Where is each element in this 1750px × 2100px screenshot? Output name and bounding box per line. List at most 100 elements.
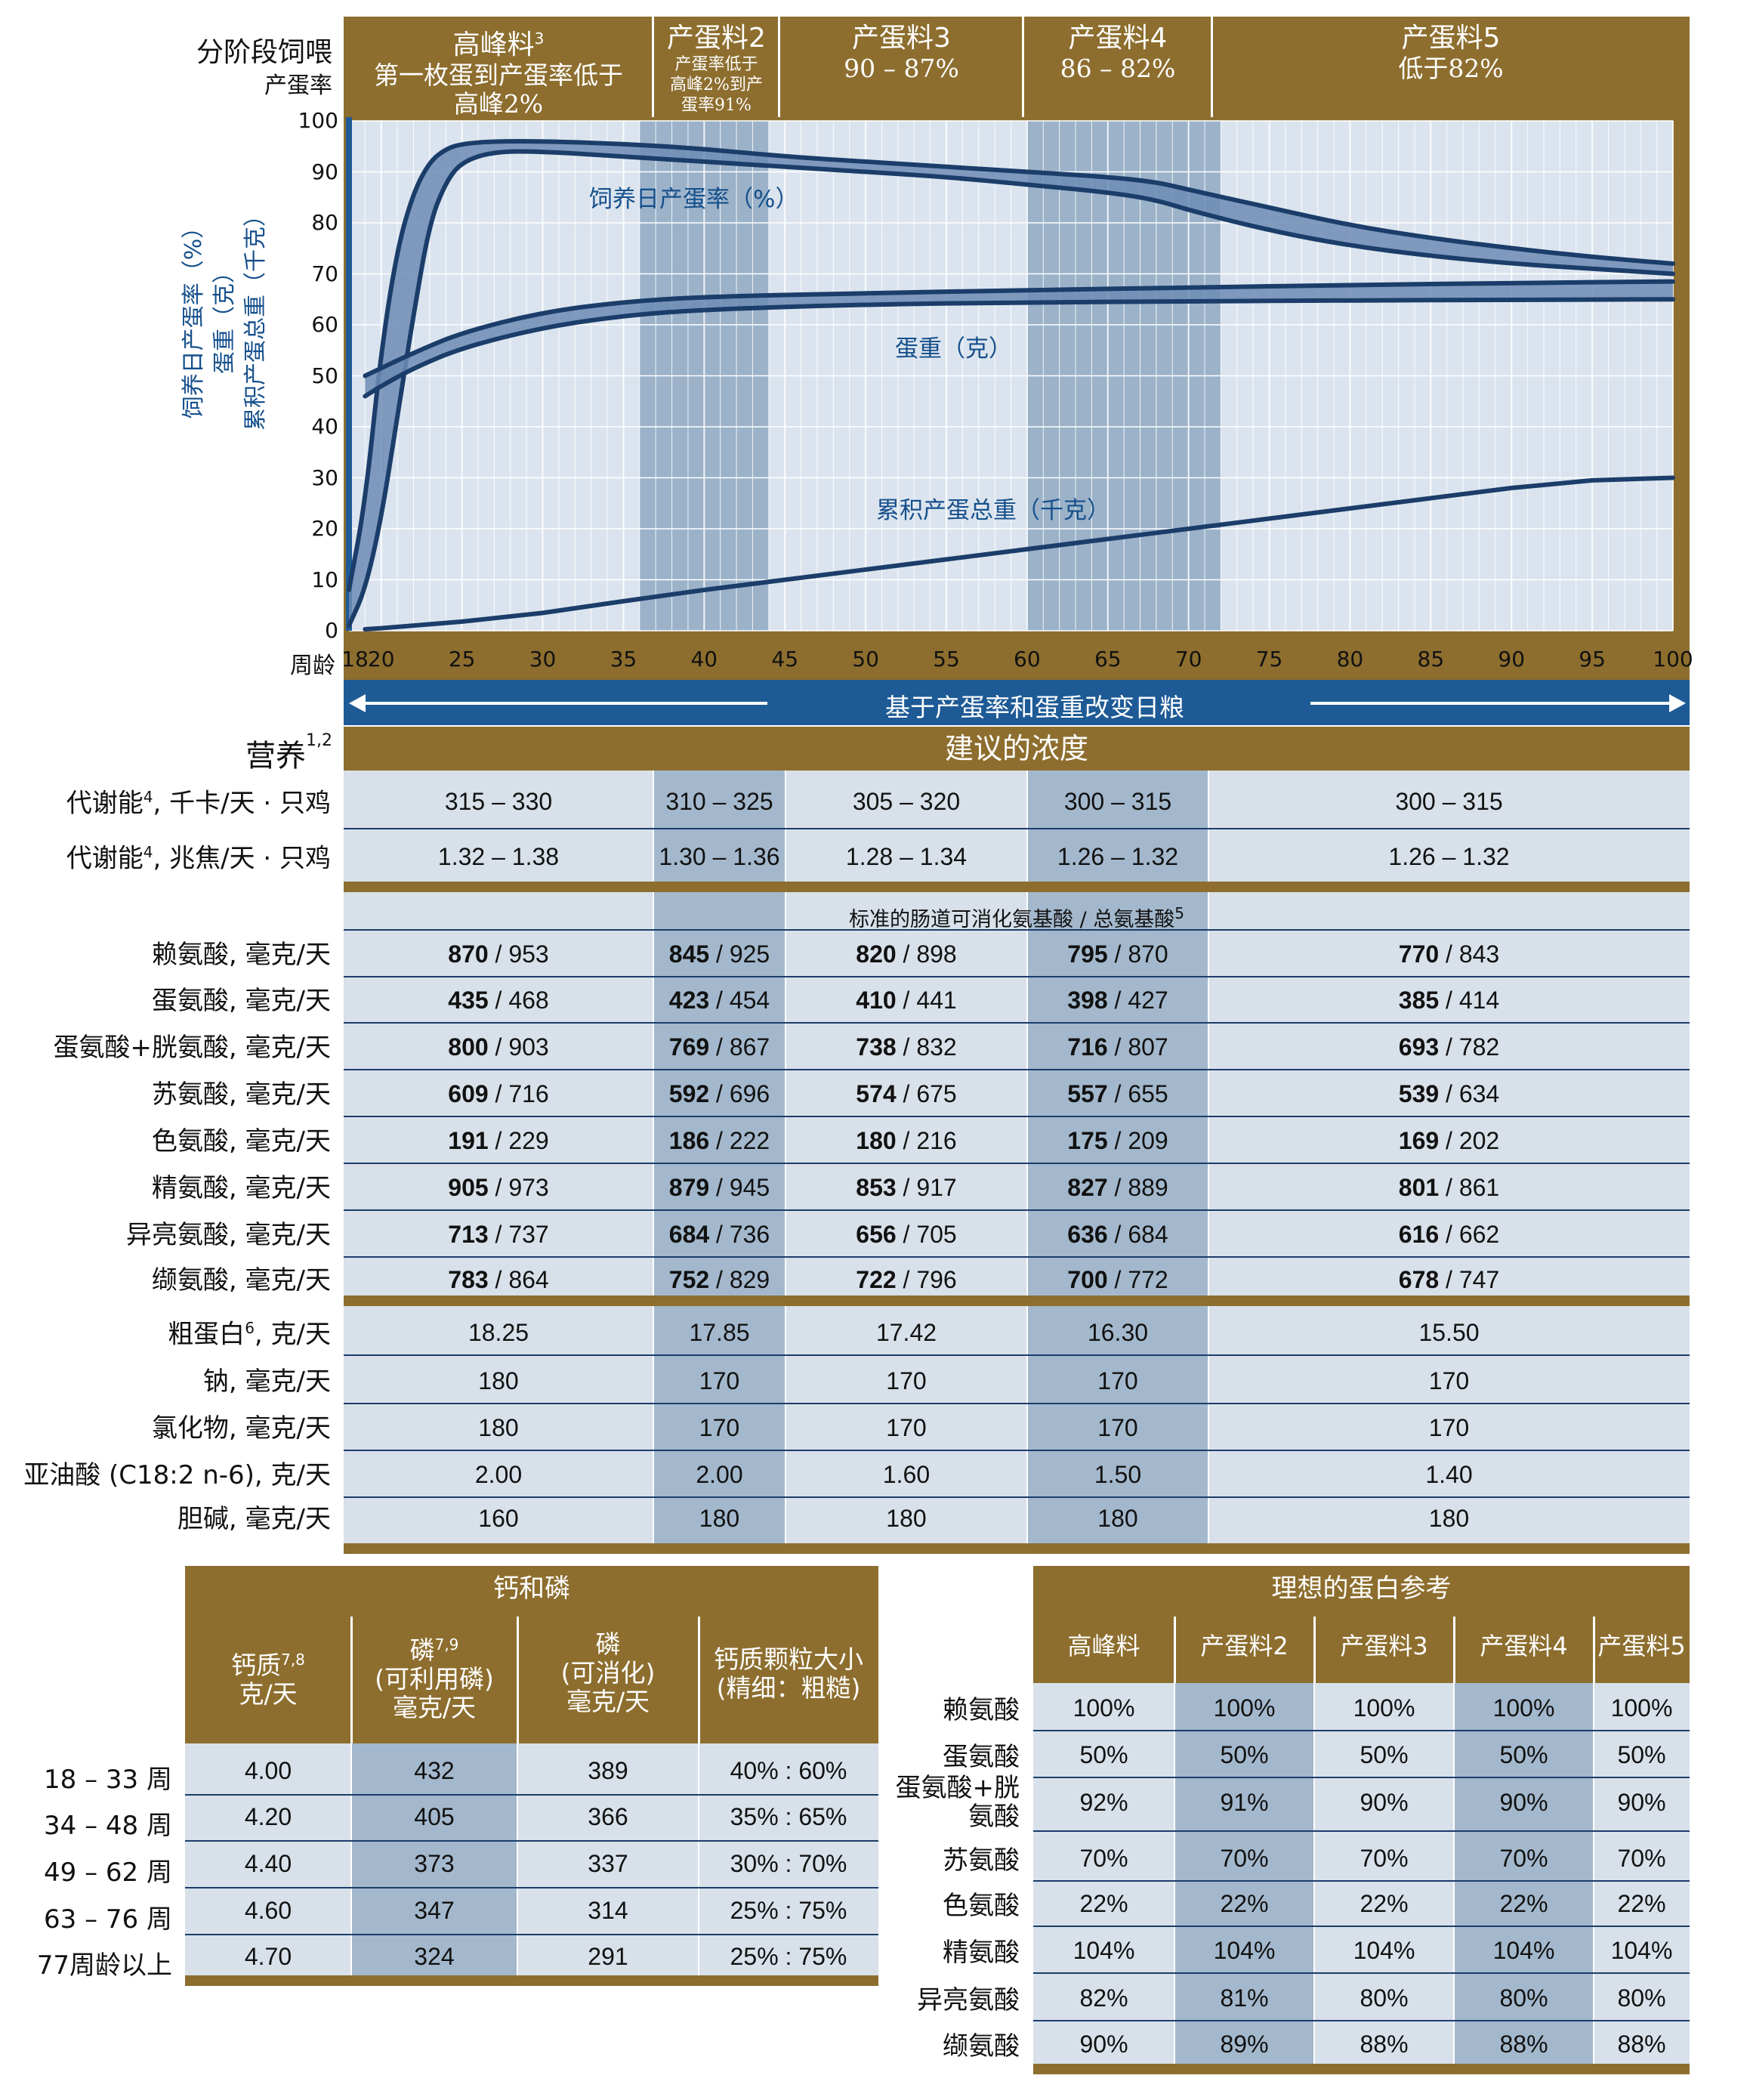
ideal-value: 88% (1617, 2031, 1666, 2058)
amino-header-sup: 5 (1174, 904, 1184, 922)
nutrition-value: 1.26 – 1.32 (1388, 843, 1510, 870)
stage-subtitle: 90 – 87% (844, 54, 959, 83)
label-text: 钠, 毫克/天 (202, 1367, 331, 1397)
nutrition-value: 716 / 807 (1027, 1035, 1208, 1059)
row-line (1033, 1830, 1690, 1832)
nutrition-col-sep (785, 771, 786, 1549)
digestible-value: 801 (1398, 1174, 1440, 1201)
nutrition-value: 1.26 – 1.32 (1057, 843, 1179, 870)
ideal-col-header: 产蛋料2 (1200, 1632, 1289, 1660)
value-sep: / (1439, 1080, 1459, 1107)
digestible-value: 879 (668, 1174, 710, 1201)
value-sep: / (1107, 1033, 1128, 1061)
ideal-value: 90% (1617, 1789, 1666, 1816)
nutrition-value: 1.60 (882, 1461, 931, 1488)
total-value: 441 (916, 987, 957, 1014)
ideal-protein-title: 理想的蛋白参考 (1033, 1566, 1690, 1611)
total-value: 747 (1458, 1266, 1500, 1293)
nutrition-value: 300 – 315 (1395, 788, 1503, 815)
amino-row-label: 苏氨酸, 毫克/天 (151, 1079, 331, 1110)
stage-divider (778, 17, 780, 122)
nutrition-value: 160 (478, 1505, 519, 1532)
nutrition-value: 2.00 (474, 1461, 523, 1488)
total-value: 454 (729, 987, 770, 1014)
ideal-value: 88% (1360, 2031, 1409, 2058)
calcium-value: 30% : 70% (730, 1850, 847, 1877)
x-tick-label: 60 (1014, 647, 1041, 672)
series-label-eggmass: 累积产蛋总重（千克） (876, 497, 1110, 524)
calcium-value: 366 (588, 1803, 628, 1830)
ideal-col-header: 产蛋料5 (1597, 1632, 1686, 1660)
nutrition-value: 170 (1097, 1414, 1138, 1441)
ideal-col-sep (1593, 1683, 1594, 2064)
value-sep: / (488, 1221, 509, 1248)
amino-row-label: 色氨酸, 毫克/天 (151, 1126, 331, 1157)
total-value: 696 (729, 1080, 770, 1107)
x-axis-label: 周龄 (290, 653, 335, 679)
value-sep: / (488, 1080, 509, 1107)
nutrition-value: 827 / 889 (1027, 1175, 1208, 1200)
amino-row-label: 异亮氨酸, 毫克/天 (125, 1220, 331, 1250)
value-sep: / (488, 1033, 509, 1061)
nutrition-row-label: 胆碱, 毫克/天 (0, 1506, 331, 1532)
ideal-value: 104% (1073, 1937, 1135, 1964)
digestible-value: 678 (1398, 1266, 1440, 1293)
row-line (344, 1116, 1690, 1117)
value-sep: / (488, 987, 509, 1014)
value-sep: / (1107, 1127, 1128, 1154)
nutrition-value: 1.28 – 1.34 (845, 843, 968, 870)
ideal-value: 81% (1220, 1984, 1269, 2012)
header-line-text: (可消化) (560, 1658, 656, 1688)
amino-row-label: 缬氨酸, 毫克/天 (151, 1265, 331, 1296)
nutrition-column-bg (653, 771, 785, 1549)
nutrition-value: 305 – 320 (852, 788, 961, 815)
ideal-value: 22% (1617, 1890, 1666, 1917)
total-value: 634 (1458, 1080, 1500, 1107)
total-value: 829 (729, 1266, 770, 1293)
digestible-value: 684 (668, 1221, 710, 1248)
ideal-value: 70% (1079, 1845, 1128, 1872)
nutrition-value: 170 (699, 1367, 740, 1394)
nutrition-title: 营养1,2 (245, 731, 332, 774)
calcium-col-header: 钙质颗粒大小 (精细：粗糙) (699, 1645, 878, 1703)
calcium-value: 405 (414, 1803, 455, 1830)
calcium-column-bg (517, 1743, 699, 1975)
row-line (344, 1403, 1690, 1404)
nutrition-value: 684 / 736 (653, 1222, 785, 1246)
row-line (344, 1069, 1690, 1070)
ideal-value: 92% (1079, 1789, 1128, 1816)
value-sep: / (896, 987, 917, 1014)
nutrition-column-bg (785, 771, 1027, 1549)
calcium-value: 4.20 (244, 1803, 292, 1830)
stage-divider (652, 17, 654, 122)
total-value: 807 (1128, 1033, 1168, 1061)
nutrition-value: 170 (886, 1367, 927, 1394)
value-sep: / (1107, 1221, 1128, 1248)
label-line: 异亮氨酸 (917, 1985, 1020, 2015)
ideal-value: 22% (1079, 1890, 1128, 1917)
label-text: 代谢能 (66, 788, 144, 819)
label-text: 氯化物, 毫克/天 (151, 1413, 331, 1444)
row-line (1033, 1972, 1690, 1974)
nutrition-value: 820 / 898 (785, 942, 1027, 966)
stage-subtitle: 第一枚蛋到产蛋率低于 (374, 60, 623, 90)
digestible-value: 827 (1067, 1174, 1108, 1201)
nutrition-row-label: 亚油酸 (C18:2 n-6), 克/天 (0, 1462, 331, 1488)
ideal-value: 100% (1353, 1694, 1415, 1722)
nutrition-value: 300 – 315 (1063, 788, 1172, 815)
ideal-col-sep (1174, 1683, 1175, 2064)
row-line (344, 1209, 1690, 1211)
nutrition-value: 656 / 705 (785, 1222, 1027, 1246)
nutrition-value: 180 (1428, 1505, 1470, 1532)
digestible-value: 592 (668, 1080, 710, 1107)
y-tick-label: 70 (311, 261, 338, 286)
calcium-column-bg (185, 1743, 351, 1975)
calcium-row-label: 77周龄以上 (36, 1950, 172, 1981)
header-line-text: 克/天 (239, 1679, 298, 1709)
calcium-value: 4.00 (244, 1757, 292, 1784)
growth-chart (344, 117, 1690, 680)
header-line-text: 磷 (409, 1635, 435, 1665)
digestible-value: 539 (1398, 1080, 1440, 1107)
calcium-row-label: 18 – 33 周 (44, 1765, 172, 1795)
label-line: 蛋氨酸+胱 (895, 1773, 1020, 1803)
